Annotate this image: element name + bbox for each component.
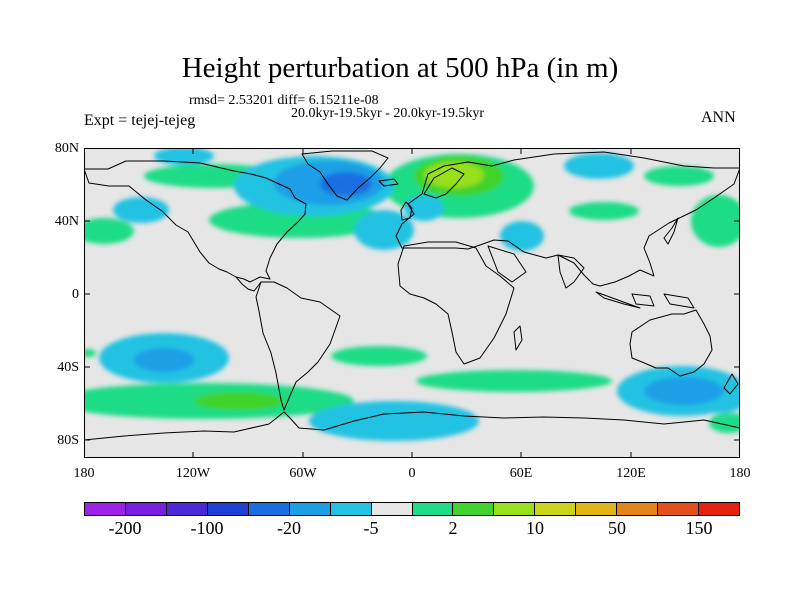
period-line: 20.0kyr-19.5kyr - 20.0kyr-19.5kyr xyxy=(291,106,485,121)
colorbar-swatch xyxy=(371,503,413,515)
coast-scandinavia xyxy=(423,167,465,199)
lon-label: 60E xyxy=(509,466,533,481)
coast-south-america xyxy=(255,281,341,411)
coast-eurasia xyxy=(395,151,740,287)
coast-arabia xyxy=(487,245,527,283)
season-label: ANN xyxy=(701,109,736,126)
coast-australia xyxy=(629,309,713,377)
lat-label: 80N xyxy=(54,141,79,156)
colorbar-label: -100 xyxy=(190,518,224,538)
colorbar-label: 2 xyxy=(448,518,458,538)
coast-north-america xyxy=(84,160,307,283)
colorbar-label: -20 xyxy=(277,518,301,538)
axis-ticks xyxy=(84,148,740,458)
colorbar-swatch xyxy=(330,503,372,515)
colorbar-swatch xyxy=(85,503,126,515)
colorbar-swatch xyxy=(535,503,577,515)
colorbar-swatch xyxy=(248,503,290,515)
lat-label: 80S xyxy=(57,433,79,448)
colorbar-swatch xyxy=(453,503,495,515)
coast-antarctica xyxy=(84,411,740,441)
colorbar-swatch xyxy=(207,503,249,515)
coast-india xyxy=(557,254,585,289)
coast-greenland xyxy=(301,150,389,201)
colorbar-swatch xyxy=(658,503,700,515)
colorbar-label: -200 xyxy=(108,518,142,538)
lon-label: 120W xyxy=(175,466,211,481)
coast-central-america xyxy=(235,276,262,292)
colorbar-label: 150 xyxy=(685,518,713,538)
coast-new-zealand xyxy=(723,373,739,395)
colorbar-swatch xyxy=(125,503,167,515)
colorbar xyxy=(84,502,740,516)
plot-title: Height perturbation at 500 hPa (in m) xyxy=(181,52,619,84)
colorbar-swatch xyxy=(699,503,739,515)
colorbar-label: -5 xyxy=(363,518,379,538)
colorbar-swatch xyxy=(166,503,208,515)
lon-label: 180 xyxy=(73,466,95,481)
experiment-label: Expt = tejej-tejeg xyxy=(84,112,196,129)
colorbar-swatch xyxy=(412,503,454,515)
colorbar-label: 10 xyxy=(526,518,544,538)
colorbar-swatch xyxy=(289,503,331,515)
coast-madagascar xyxy=(513,325,523,351)
lon-label: 180 xyxy=(729,466,751,481)
lat-label: 0 xyxy=(72,287,79,302)
map-plot xyxy=(84,148,740,458)
colorbar-swatch xyxy=(494,503,536,515)
coast-iceland xyxy=(378,178,399,187)
lat-label: 40S xyxy=(57,360,79,375)
lat-label: 40N xyxy=(54,214,79,229)
coast-japan xyxy=(663,217,679,245)
positive-anomaly-peak xyxy=(424,162,484,188)
colorbar-swatch xyxy=(617,503,659,515)
stats-line: rmsd= 2.53201 diff= 6.15211e-08 xyxy=(189,93,379,108)
lon-label: 60W xyxy=(289,466,317,481)
coast-britain xyxy=(400,201,413,221)
coastlines xyxy=(84,150,740,441)
colorbar-swatch xyxy=(576,503,618,515)
lon-label: 120E xyxy=(616,466,646,481)
coast-maritime-se-asia xyxy=(595,291,695,309)
coast-africa xyxy=(397,241,515,365)
colorbar-label: 50 xyxy=(608,518,626,538)
lon-label: 0 xyxy=(408,466,416,481)
